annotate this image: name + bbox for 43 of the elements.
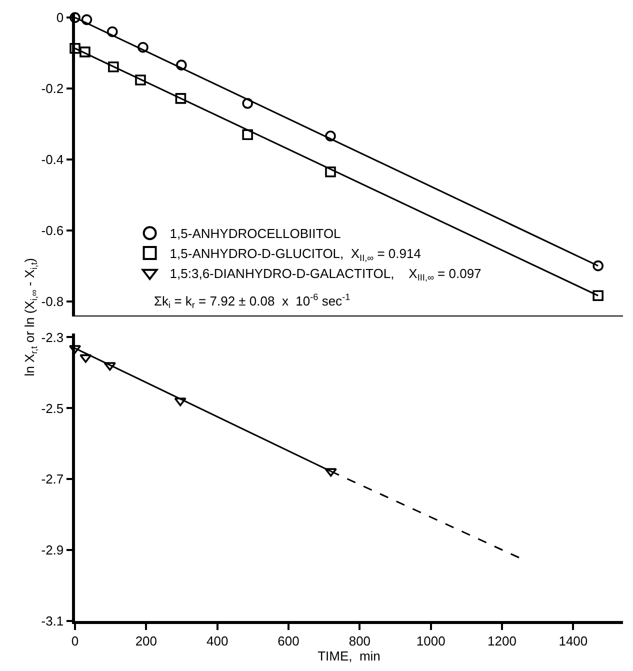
x-tick-label: 1400 bbox=[558, 633, 588, 648]
point bbox=[81, 14, 92, 26]
point bbox=[70, 43, 80, 54]
point bbox=[242, 98, 253, 109]
point bbox=[592, 260, 604, 272]
point bbox=[176, 60, 187, 70]
legend-label: 1,5-ANHYDRO-D-GLUCITOL, X$_{II,∞}$ = 0.914 bbox=[170, 246, 421, 263]
point bbox=[242, 129, 253, 140]
point bbox=[174, 398, 186, 406]
y-tick-label: -0.8 bbox=[41, 294, 64, 309]
x-tick-label: 0 bbox=[71, 633, 79, 648]
y-tick-label: -0.6 bbox=[41, 222, 64, 238]
point bbox=[108, 61, 119, 72]
point bbox=[80, 46, 90, 58]
x-tick-label: 800 bbox=[348, 633, 371, 648]
y-tick-label: -0.2 bbox=[41, 81, 64, 96]
point bbox=[70, 12, 80, 23]
point bbox=[104, 362, 116, 371]
point bbox=[175, 93, 186, 104]
y-tick-label: -2.9 bbox=[41, 542, 64, 558]
x-axis-title: TIME, min bbox=[318, 648, 380, 664]
point bbox=[324, 468, 337, 477]
y-tick-label: -0.4 bbox=[41, 152, 64, 167]
y-tick-label: -2.5 bbox=[41, 400, 64, 416]
point bbox=[325, 166, 336, 178]
x-tick-label: 1000 bbox=[416, 633, 446, 648]
y-tick-label: -2.7 bbox=[41, 472, 64, 487]
legend-label: 1,5:3,6-DIANHYDRO-D-GALACTITOL, X$_{III,∞}$ = 0.097 bbox=[170, 266, 482, 283]
point bbox=[106, 26, 118, 38]
y-tick-label: 0 bbox=[56, 10, 64, 26]
x-tick-label: 1200 bbox=[488, 633, 516, 648]
point bbox=[80, 354, 92, 363]
y-tick-label: -3.1 bbox=[41, 614, 64, 629]
point bbox=[325, 130, 336, 142]
x-tick-label: 200 bbox=[135, 633, 158, 648]
annotation: Σk$_{i}$ = k$_{r}$ = 7.92 ± 0.08 x 10$^{-6}$ sec$^{-1}$ bbox=[154, 292, 350, 310]
point bbox=[138, 42, 148, 53]
x-tick-label: 600 bbox=[278, 633, 300, 648]
legend-label: 1,5-ANHYDROCELLOBIITOL bbox=[170, 226, 341, 242]
point bbox=[592, 290, 604, 302]
point bbox=[135, 74, 146, 86]
x-tick-label: 400 bbox=[206, 633, 228, 648]
y-tick-label: -2.3 bbox=[41, 330, 64, 345]
